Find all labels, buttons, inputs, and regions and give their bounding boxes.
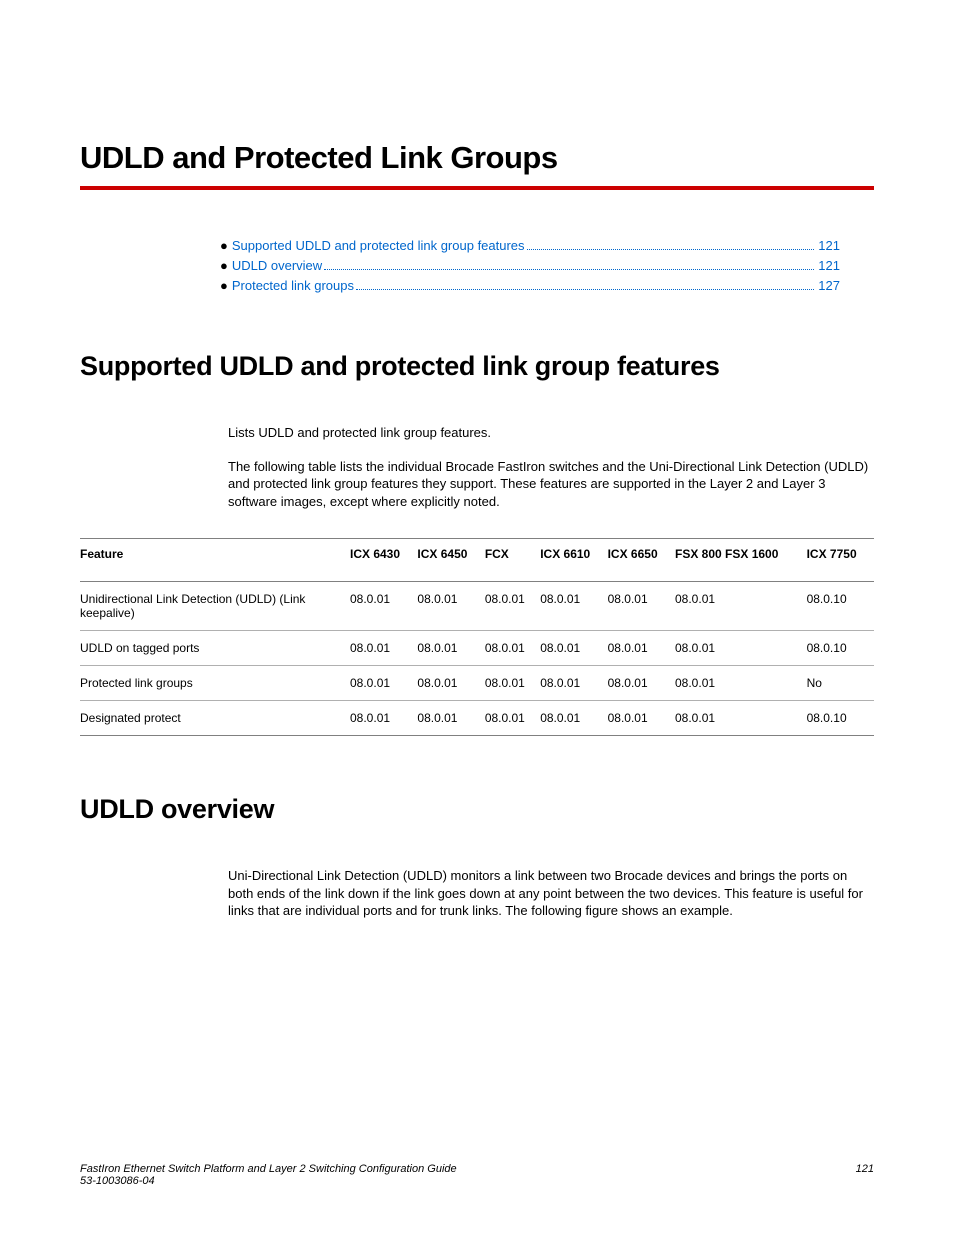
table-row: Protected link groups 08.0.01 08.0.01 08… — [80, 666, 874, 701]
table-header-cell: Feature — [80, 539, 350, 582]
table-cell: 08.0.01 — [608, 631, 675, 666]
table-row: UDLD on tagged ports 08.0.01 08.0.01 08.… — [80, 631, 874, 666]
section1-intro: Lists UDLD and protected link group feat… — [228, 424, 874, 442]
table-cell: Unidirectional Link Detection (UDLD) (Li… — [80, 582, 350, 631]
table-cell: 08.0.01 — [417, 582, 484, 631]
toc-leader-dots — [527, 249, 815, 250]
footer-doc-number: 53-1003086-04 — [80, 1175, 457, 1187]
table-cell: 08.0.01 — [675, 631, 807, 666]
table-cell: 08.0.01 — [540, 666, 607, 701]
section-title-supported: Supported UDLD and protected link group … — [80, 351, 874, 382]
table-cell: 08.0.01 — [485, 701, 540, 736]
section-title-overview: UDLD overview — [80, 794, 874, 825]
footer-doc-title: FastIron Ethernet Switch Platform and La… — [80, 1163, 457, 1175]
table-header-cell: ICX 6430 — [350, 539, 417, 582]
chapter-rule — [80, 186, 874, 190]
table-cell: 08.0.01 — [417, 701, 484, 736]
table-header-row: Feature ICX 6430 ICX 6450 FCX ICX 6610 I… — [80, 539, 874, 582]
table-cell: 08.0.01 — [350, 666, 417, 701]
table-cell: 08.0.01 — [350, 701, 417, 736]
table-cell: Protected link groups — [80, 666, 350, 701]
footer-left: FastIron Ethernet Switch Platform and La… — [80, 1163, 457, 1187]
toc-page-number: 127 — [818, 278, 840, 293]
bullet-icon: ● — [220, 238, 228, 253]
toc-leader-dots — [324, 269, 814, 270]
chapter-title: UDLD and Protected Link Groups — [80, 140, 874, 176]
table-cell: 08.0.01 — [485, 666, 540, 701]
section2-para: Uni-Directional Link Detection (UDLD) mo… — [228, 867, 874, 920]
table-header-cell: ICX 6650 — [608, 539, 675, 582]
table-cell: 08.0.01 — [675, 666, 807, 701]
features-table: Feature ICX 6430 ICX 6450 FCX ICX 6610 I… — [80, 538, 874, 736]
toc-page-number: 121 — [818, 238, 840, 253]
page-footer: FastIron Ethernet Switch Platform and La… — [80, 1163, 874, 1187]
table-cell: 08.0.01 — [608, 582, 675, 631]
table-cell: 08.0.10 — [807, 582, 874, 631]
bullet-icon: ● — [220, 278, 228, 293]
toc-item[interactable]: ● Supported UDLD and protected link grou… — [220, 238, 840, 253]
table-cell: 08.0.01 — [608, 666, 675, 701]
table-cell: 08.0.01 — [417, 631, 484, 666]
table-cell: 08.0.01 — [675, 582, 807, 631]
toc-leader-dots — [356, 289, 814, 290]
table-header-cell: ICX 6610 — [540, 539, 607, 582]
toc-page-number: 121 — [818, 258, 840, 273]
table-cell: 08.0.01 — [540, 701, 607, 736]
footer-page-number: 121 — [856, 1163, 874, 1187]
toc-link-label: Supported UDLD and protected link group … — [232, 238, 525, 253]
table-header-cell: ICX 6450 — [417, 539, 484, 582]
table-cell: No — [807, 666, 874, 701]
mini-toc: ● Supported UDLD and protected link grou… — [220, 238, 840, 293]
table-header-cell: FCX — [485, 539, 540, 582]
table-cell: 08.0.01 — [540, 631, 607, 666]
table-cell: 08.0.10 — [807, 701, 874, 736]
table-cell: UDLD on tagged ports — [80, 631, 350, 666]
table-cell: 08.0.01 — [485, 582, 540, 631]
toc-link-label: UDLD overview — [232, 258, 322, 273]
table-header-cell: ICX 7750 — [807, 539, 874, 582]
toc-link-label: Protected link groups — [232, 278, 354, 293]
table-row: Unidirectional Link Detection (UDLD) (Li… — [80, 582, 874, 631]
table-cell: 08.0.01 — [675, 701, 807, 736]
table-cell: 08.0.01 — [350, 582, 417, 631]
table-cell: 08.0.10 — [807, 631, 874, 666]
section2-body: Uni-Directional Link Detection (UDLD) mo… — [228, 867, 874, 920]
table-cell: 08.0.01 — [350, 631, 417, 666]
table-cell: Designated protect — [80, 701, 350, 736]
table-cell: 08.0.01 — [608, 701, 675, 736]
toc-item[interactable]: ● UDLD overview 121 — [220, 258, 840, 273]
table-cell: 08.0.01 — [417, 666, 484, 701]
table-row: Designated protect 08.0.01 08.0.01 08.0.… — [80, 701, 874, 736]
table-cell: 08.0.01 — [485, 631, 540, 666]
bullet-icon: ● — [220, 258, 228, 273]
toc-item[interactable]: ● Protected link groups 127 — [220, 278, 840, 293]
section1-body: Lists UDLD and protected link group feat… — [228, 424, 874, 510]
section1-para: The following table lists the individual… — [228, 458, 874, 511]
table-header-cell: FSX 800 FSX 1600 — [675, 539, 807, 582]
table-cell: 08.0.01 — [540, 582, 607, 631]
